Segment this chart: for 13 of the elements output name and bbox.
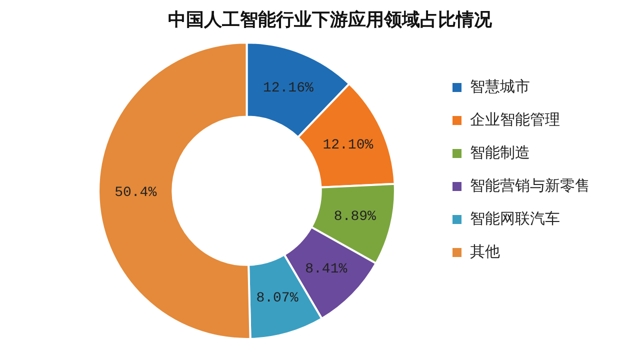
chart-title: 中国人工智能行业下游应用领域占比情况	[168, 9, 493, 30]
legend-label: 企业智能管理	[470, 110, 560, 128]
legend-label: 智能网联汽车	[470, 209, 560, 228]
data-label: 8.07%	[256, 290, 299, 306]
legend-label: 智慧城市	[470, 77, 530, 96]
legend-label: 智能制造	[470, 143, 530, 162]
data-label: 8.89%	[334, 209, 377, 226]
data-label: 12.10%	[322, 137, 374, 154]
data-label: 8.41%	[305, 261, 348, 278]
legend-label: 其他	[470, 242, 500, 260]
legend-label: 智能营销与新零售	[470, 176, 590, 194]
data-label: 50.4%	[114, 184, 158, 201]
data-label: 12.16%	[262, 80, 314, 96]
